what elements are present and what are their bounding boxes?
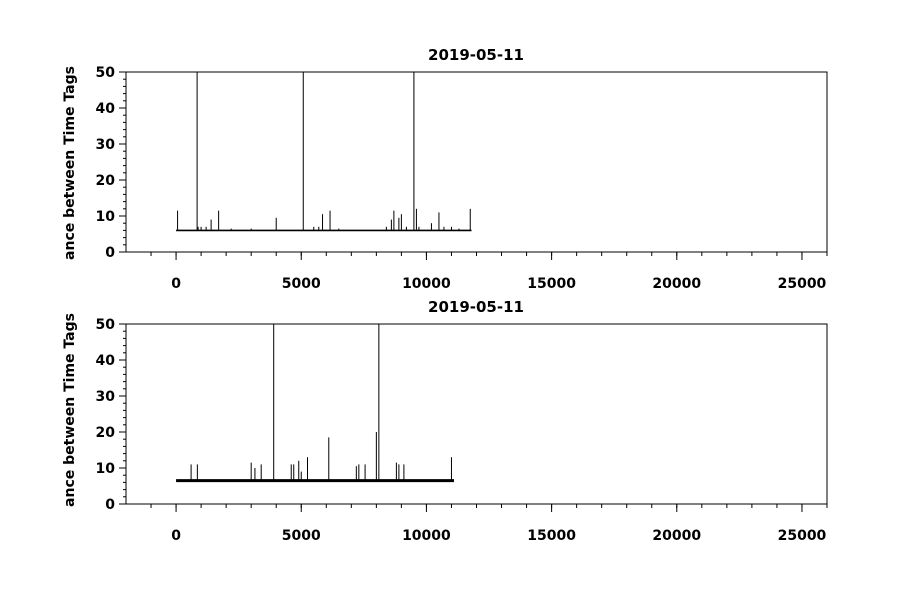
x-tick-label: 5000 — [282, 528, 321, 544]
chart-title: 2019-05-11 — [428, 46, 524, 64]
data-marks — [176, 72, 472, 232]
x-tick-label: 25000 — [778, 528, 827, 544]
y-tick-label: 20 — [96, 425, 116, 441]
x-tick-label: 10000 — [402, 276, 451, 292]
x-tick-label: 0 — [171, 528, 181, 544]
y-tick-label: 0 — [105, 245, 115, 261]
y-ticks — [119, 71, 126, 253]
y-tick-label: 10 — [96, 461, 116, 477]
x-tick-label: 0 — [171, 276, 181, 292]
y-tick-label: 0 — [105, 497, 115, 513]
data-marks — [176, 324, 454, 483]
chart-panel-top: 2019-05-11 ance between Time Tags 0 10 20 3… — [62, 46, 828, 292]
y-axis-label: ance between Time Tags — [62, 66, 78, 260]
y-axis-label: ance between Time Tags — [62, 313, 78, 507]
y-tick-labels: 0 10 20 30 40 50 — [96, 65, 116, 261]
x-tick-label: 20000 — [652, 276, 701, 292]
x-tick-label: 15000 — [527, 276, 576, 292]
chart-panel-bottom: 2019-05-11 ance between Time Tags 0 10 20 3… — [62, 298, 828, 544]
x-tick-labels: 0 5000 10000 15000 20000 25000 — [171, 528, 826, 544]
x-tick-label: 20000 — [652, 528, 701, 544]
y-tick-label: 40 — [96, 353, 116, 369]
y-tick-label: 50 — [96, 317, 116, 333]
x-tick-label: 15000 — [527, 528, 576, 544]
y-tick-label: 30 — [96, 389, 116, 405]
y-tick-labels: 0 10 20 30 40 50 — [96, 317, 116, 513]
chart-title: 2019-05-11 — [428, 298, 524, 316]
y-ticks — [119, 323, 126, 505]
x-tick-label: 5000 — [282, 276, 321, 292]
x-tick-labels: 0 5000 10000 15000 20000 25000 — [171, 276, 826, 292]
y-tick-label: 20 — [96, 173, 116, 189]
x-tick-label: 25000 — [778, 276, 827, 292]
y-tick-label: 30 — [96, 137, 116, 153]
x-tick-label: 10000 — [402, 528, 451, 544]
y-tick-label: 10 — [96, 209, 116, 225]
x-ticks — [150, 504, 828, 512]
x-ticks — [150, 252, 828, 260]
y-tick-label: 40 — [96, 101, 116, 117]
y-tick-label: 50 — [96, 65, 116, 81]
